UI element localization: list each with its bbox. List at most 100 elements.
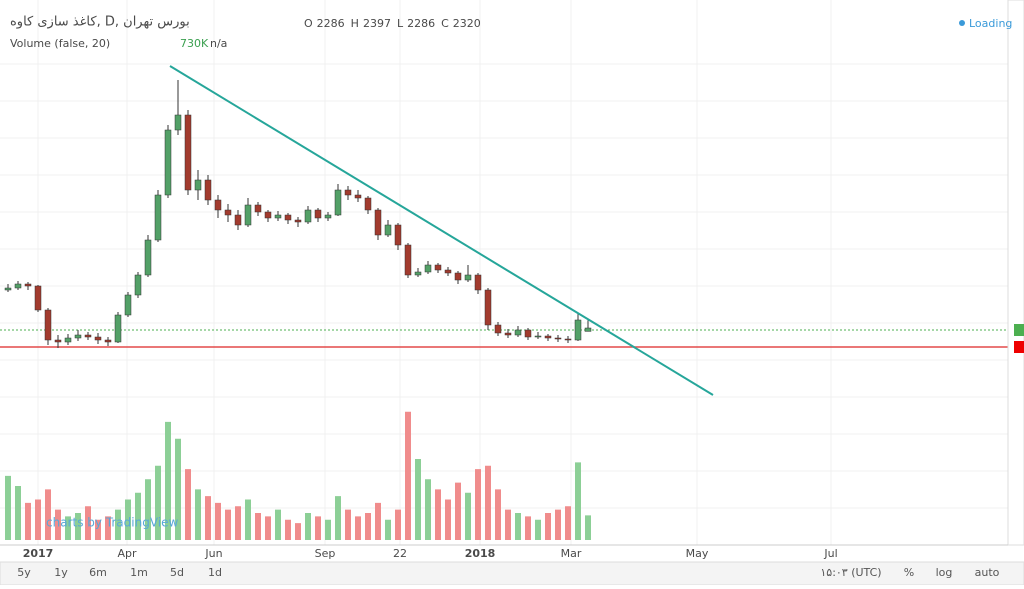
time-label: Mar <box>561 547 582 560</box>
volume-bar <box>115 509 121 540</box>
candle-body <box>14 283 22 289</box>
volume-bar <box>45 489 51 540</box>
ohlc-value: 2397 <box>363 17 391 30</box>
volume-bar <box>415 459 421 540</box>
candle-body <box>164 129 172 196</box>
volume-bar <box>55 509 61 540</box>
volume-bar <box>135 492 141 540</box>
volume-bar <box>145 479 151 540</box>
range-button[interactable]: 5d <box>170 566 184 579</box>
candle-body <box>114 314 122 343</box>
ohlc-value: 2286 <box>407 17 435 30</box>
time-label: 22 <box>393 547 407 560</box>
candle-body <box>224 209 232 216</box>
volume-bar <box>555 509 561 540</box>
candle-body <box>284 214 292 221</box>
candle-body <box>264 211 272 219</box>
candle-body <box>234 214 242 226</box>
time-label: May <box>686 547 709 560</box>
price-axis-marker <box>1014 341 1024 353</box>
candle-body <box>104 339 112 343</box>
volume-bar <box>425 479 431 540</box>
scale-button[interactable]: % <box>904 566 914 579</box>
volume-bar <box>325 519 331 540</box>
volume-bar <box>165 421 171 540</box>
volume-bar <box>275 509 281 540</box>
candle-body <box>344 189 352 196</box>
candle-body <box>144 239 152 276</box>
candle-body <box>64 337 72 343</box>
price-axis-marker <box>1014 324 1024 336</box>
volume-bar <box>515 513 521 540</box>
candle-body <box>274 214 282 219</box>
candle-body <box>314 209 322 219</box>
candle-body <box>214 199 222 211</box>
volume-bar <box>495 489 501 540</box>
status: Loading <box>969 17 1012 30</box>
ohlc-readout: O 2286 H 2397 L 2286 C 2320 <box>304 17 481 30</box>
clock: ۱۵:۰۳ (UTC) <box>820 566 881 579</box>
range-button[interactable]: 5y <box>17 566 31 579</box>
toolbar-buttons: 5y 1y 6m 1m 5d 1d ۱۵:۰۳ (UTC)% log auto <box>17 566 999 579</box>
scale-button[interactable]: auto <box>975 566 1000 579</box>
ohlc-label: L <box>397 17 404 30</box>
volume-bar <box>155 465 161 540</box>
candle-body <box>304 209 312 223</box>
volume-bar <box>405 411 411 540</box>
candle-body <box>154 194 162 241</box>
time-label: Sep <box>315 547 336 560</box>
candle-body <box>394 224 402 246</box>
range-button[interactable]: 1d <box>208 566 222 579</box>
volume-bar <box>245 499 251 540</box>
volume-bar <box>365 513 371 540</box>
time-label: 2017 <box>23 547 54 560</box>
candle-body <box>574 319 582 341</box>
scale-button[interactable]: log <box>936 566 953 579</box>
volume-bar <box>15 486 21 540</box>
candle-body <box>454 272 462 281</box>
candle-body <box>134 274 142 296</box>
volume-bar <box>255 513 261 540</box>
range-button[interactable]: 1y <box>54 566 68 579</box>
volume-bar <box>485 465 491 540</box>
volume-bar <box>75 513 81 540</box>
price-axis <box>1007 0 1024 546</box>
volume-bar <box>535 519 541 540</box>
candle-body <box>24 283 32 287</box>
trend-line <box>169 65 714 396</box>
candle-body <box>294 219 302 223</box>
candle-body <box>374 209 382 236</box>
candle-body <box>484 289 492 326</box>
range-button[interactable]: 1m <box>130 566 148 579</box>
candle-body <box>554 337 562 340</box>
volume-bar <box>195 489 201 540</box>
candle-body <box>584 327 592 332</box>
candle-body <box>524 329 532 338</box>
volume-panel <box>5 411 591 540</box>
volume-bar <box>475 469 481 540</box>
ohlc-value: 2286 <box>317 17 345 30</box>
volume-title: Volume (false, 20) <box>10 37 110 50</box>
time-label: 2018 <box>465 547 496 560</box>
range-button[interactable]: 6m <box>89 566 107 579</box>
volume-bar <box>375 502 381 540</box>
candle-body <box>384 224 392 236</box>
candle-body <box>464 274 472 281</box>
volume-bar <box>35 499 41 540</box>
candle-body <box>84 334 92 338</box>
candle-body <box>194 179 202 191</box>
volume-bar <box>345 509 351 540</box>
watermark: charts by TradingView <box>46 516 178 530</box>
volume-bar <box>235 506 241 540</box>
candle-body <box>414 271 422 276</box>
time-label: Jun <box>204 547 222 560</box>
volume-bar <box>395 509 401 540</box>
volume-bar <box>65 516 71 540</box>
volume-bar <box>465 492 471 540</box>
volume-bar <box>545 513 551 540</box>
volume-bar <box>125 499 131 540</box>
ohlc-label: O <box>304 17 313 30</box>
candle-body <box>204 179 212 201</box>
candle-body <box>444 269 452 274</box>
time-label: Jul <box>823 547 837 560</box>
